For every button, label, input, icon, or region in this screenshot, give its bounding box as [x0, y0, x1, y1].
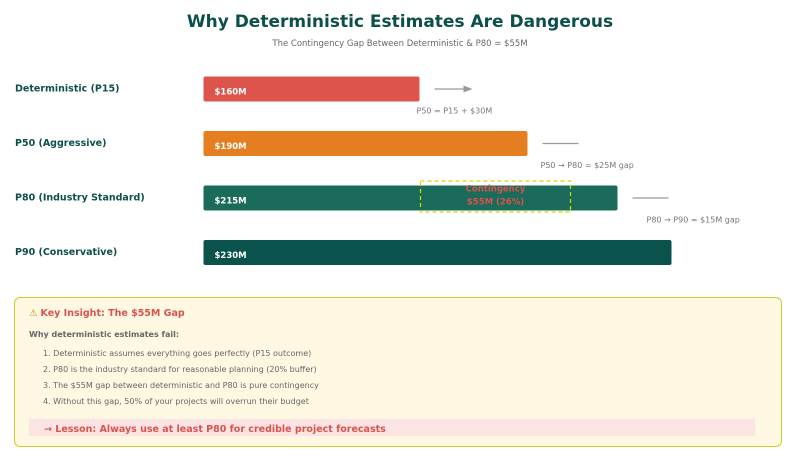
- annotation-label: P50 = P15 + $30M: [417, 107, 493, 116]
- category-label: P50 (Aggressive): [15, 138, 106, 149]
- bar: [203, 240, 672, 265]
- contingency-label: Contingency: [466, 185, 526, 195]
- insight-points-list: 1. Deterministic assumes everything goes…: [43, 348, 319, 412]
- chart-title: Why Deterministic Estimates Are Dangerou…: [186, 12, 614, 32]
- insight-title-text: Key Insight: The $55M Gap: [40, 308, 185, 319]
- bar-value-label: $215M: [215, 197, 247, 207]
- warning-icon: ⚠: [29, 308, 38, 319]
- insight-point: 1. Deterministic assumes everything goes…: [43, 349, 312, 358]
- category-label: P80 (Industry Standard): [15, 193, 145, 204]
- insight-point: 2. P80 is the industry standard for reas…: [43, 365, 317, 374]
- bar-value-label: $230M: [215, 251, 247, 261]
- arrow-head-icon: [463, 85, 473, 93]
- contingency-box: [419, 180, 572, 213]
- key-insight-panel: ⚠ Key Insight: The $55M Gap Why determini…: [14, 297, 782, 447]
- bar: [203, 185, 618, 211]
- bar-chart: Deterministic (P15) $160M P50 (Aggressive)…: [15, 76, 740, 265]
- annotation-label: P50 → P80 = $25M gap: [541, 161, 634, 170]
- contingency-value-label: $55M (26%): [467, 198, 524, 208]
- insight-heading: Why deterministic estimates fail:: [29, 330, 180, 339]
- insight-point: 4. Without this gap, 50% of your project…: [43, 397, 309, 406]
- annotation-label: P80 → P90 = $15M gap: [647, 216, 740, 225]
- category-label: P90 (Conservative): [15, 247, 117, 258]
- category-label: Deterministic (P15): [15, 84, 119, 95]
- bar-value-label: $160M: [215, 88, 247, 98]
- lesson-banner: → Lesson: Always use at least P80 for cr…: [29, 419, 755, 436]
- insight-title: ⚠ Key Insight: The $55M Gap: [29, 308, 185, 319]
- bar: [203, 76, 420, 102]
- chart-subtitle: The Contingency Gap Between Deterministi…: [272, 39, 528, 49]
- bar-value-label: $190M: [215, 142, 247, 152]
- insight-point: 3. The $55M gap between deterministic an…: [43, 381, 319, 390]
- bar: [203, 131, 528, 156]
